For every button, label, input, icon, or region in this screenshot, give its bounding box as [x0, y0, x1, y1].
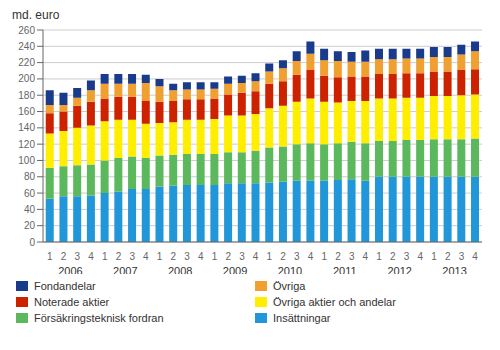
- svg-text:1: 1: [102, 251, 108, 262]
- svg-text:2011: 2011: [333, 265, 357, 274]
- svg-text:220: 220: [18, 57, 35, 68]
- svg-text:2: 2: [225, 251, 231, 262]
- svg-text:240: 240: [18, 41, 35, 52]
- svg-text:4: 4: [417, 251, 423, 262]
- svg-text:4: 4: [198, 251, 204, 262]
- svg-text:2007: 2007: [113, 265, 137, 274]
- html-text:Försäkringsteknisk fordran: Försäkringsteknisk fordran: [34, 312, 164, 324]
- html-text:Fondandelar: Fondandelar: [34, 280, 96, 292]
- html-text:Övriga aktier och andelar: Övriga aktier och andelar: [273, 296, 396, 308]
- svg-text:3: 3: [459, 251, 465, 262]
- svg-text:3: 3: [129, 251, 135, 262]
- svg-text:2008: 2008: [168, 265, 192, 274]
- svg-text:4: 4: [308, 251, 314, 262]
- svg-text:3: 3: [75, 251, 81, 262]
- svg-text:2: 2: [335, 251, 341, 262]
- svg-text:180: 180: [18, 90, 35, 101]
- svg-text:40: 40: [24, 204, 36, 215]
- html-text:Insättningar: Insättningar: [273, 312, 331, 324]
- svg-text:100: 100: [18, 155, 35, 166]
- html-text:md. euro: md. euro: [12, 8, 60, 22]
- svg-text:1: 1: [376, 251, 382, 262]
- svg-text:3: 3: [404, 251, 410, 262]
- svg-text:0: 0: [29, 237, 35, 248]
- svg-text:3: 3: [184, 251, 190, 262]
- svg-text:4: 4: [88, 251, 94, 262]
- svg-text:2: 2: [280, 251, 286, 262]
- svg-text:4: 4: [363, 251, 369, 262]
- svg-text:4: 4: [253, 251, 259, 262]
- svg-text:120: 120: [18, 139, 35, 150]
- svg-text:1: 1: [47, 251, 53, 262]
- svg-text:4: 4: [472, 251, 478, 262]
- svg-text:3: 3: [349, 251, 355, 262]
- svg-text:2009: 2009: [223, 265, 247, 274]
- svg-text:160: 160: [18, 106, 35, 117]
- svg-text:140: 140: [18, 122, 35, 133]
- svg-text:1: 1: [157, 251, 163, 262]
- svg-text:1: 1: [267, 251, 273, 262]
- svg-text:60: 60: [24, 188, 36, 199]
- svg-text:2006: 2006: [58, 265, 82, 274]
- svg-text:2: 2: [390, 251, 396, 262]
- svg-text:2: 2: [445, 251, 451, 262]
- svg-text:2012: 2012: [387, 265, 411, 274]
- svg-text:1: 1: [321, 251, 327, 262]
- svg-text:20: 20: [24, 220, 36, 231]
- svg-text:4: 4: [143, 251, 149, 262]
- svg-text:1: 1: [212, 251, 218, 262]
- svg-text:2010: 2010: [278, 265, 302, 274]
- html-text:Noterade aktier: Noterade aktier: [34, 296, 110, 308]
- svg-text:2: 2: [171, 251, 177, 262]
- svg-text:80: 80: [24, 171, 36, 182]
- svg-text:2: 2: [61, 251, 67, 262]
- svg-text:3: 3: [239, 251, 245, 262]
- svg-text:3: 3: [294, 251, 300, 262]
- svg-text:200: 200: [18, 73, 35, 84]
- svg-text:2: 2: [116, 251, 122, 262]
- svg-text:1: 1: [431, 251, 437, 262]
- html-text:Övriga: Övriga: [273, 280, 306, 292]
- svg-text:260: 260: [18, 25, 35, 36]
- svg-text:2013: 2013: [442, 265, 466, 274]
